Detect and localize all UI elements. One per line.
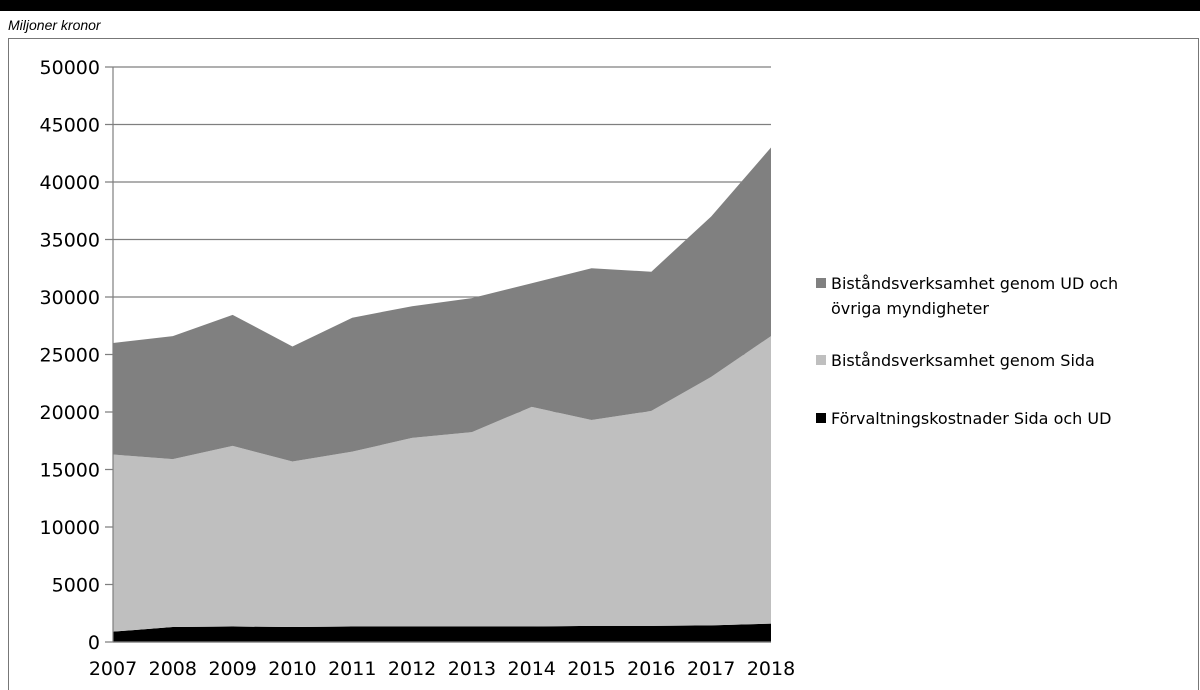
x-tick-label: 2018 (747, 658, 795, 680)
x-tick-label: 2016 (627, 658, 675, 680)
y-tick-label: 45000 (40, 115, 100, 137)
y-tick-label: 25000 (40, 345, 100, 367)
y-tick-label: 15000 (40, 460, 100, 482)
x-tick-label: 2012 (388, 658, 436, 680)
x-tick-label: 2017 (687, 658, 735, 680)
legend-swatch (816, 278, 826, 288)
y-tick-label: 50000 (40, 57, 100, 79)
legend-label: Biståndsverksamhet genom Sida (831, 351, 1095, 370)
x-tick-label: 2014 (508, 658, 556, 680)
legend-label: Biståndsverksamhet genom UD och (831, 274, 1118, 293)
legend-swatch (816, 355, 826, 365)
y-tick-label: 20000 (40, 402, 100, 424)
x-tick-label: 2009 (208, 658, 256, 680)
area-series-2 (113, 336, 771, 632)
y-tick-label: 10000 (40, 517, 100, 539)
legend-label: övriga myndigheter (831, 299, 989, 318)
x-tick-label: 2013 (448, 658, 496, 680)
x-tick-label: 2011 (328, 658, 376, 680)
x-tick-label: 2008 (149, 658, 197, 680)
chart-border (8, 38, 1199, 690)
legend-label: Förvaltningskostnader Sida och UD (831, 409, 1111, 428)
legend-swatch (816, 413, 826, 423)
x-tick-label: 2010 (268, 658, 316, 680)
area-series-1 (113, 623, 771, 642)
title-bar (0, 0, 1200, 11)
unit-label: Miljoner kronor (8, 17, 101, 33)
y-tick-label: 5000 (52, 575, 100, 597)
x-tick-label: 2007 (89, 658, 137, 680)
y-tick-label: 30000 (40, 287, 100, 309)
area-series-3 (113, 147, 771, 462)
y-tick-label: 40000 (40, 172, 100, 194)
y-tick-label: 0 (88, 632, 100, 654)
y-tick-label: 35000 (40, 230, 100, 252)
x-tick-label: 2015 (567, 658, 615, 680)
